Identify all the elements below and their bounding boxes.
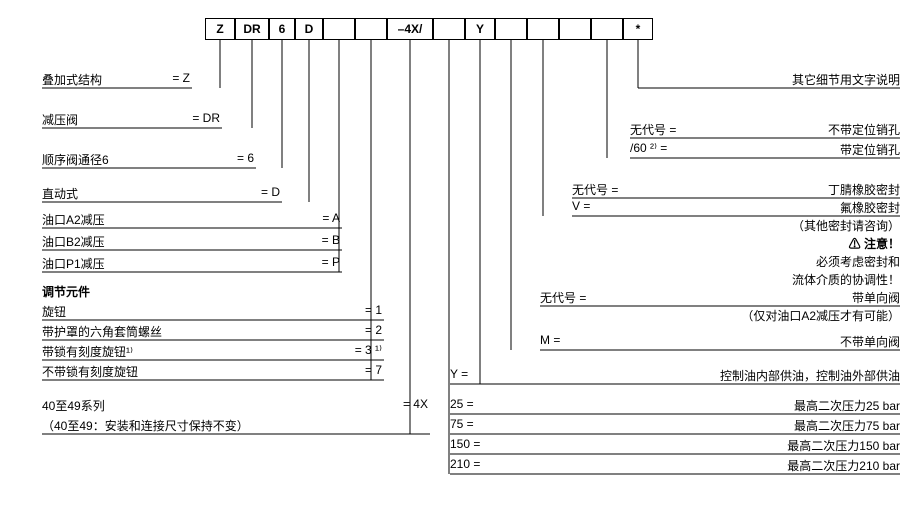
- port-label: 油口A2减压: [42, 211, 105, 228]
- grid-cell-7: [433, 18, 465, 40]
- m-label: （仅对油口A2减压才有可能）: [741, 307, 900, 324]
- m-code: 无代号 =: [540, 289, 586, 306]
- left-code: = Z: [172, 71, 190, 85]
- grid-cell-12: [591, 18, 623, 40]
- seal-label: 氟橡胶密封: [840, 199, 900, 216]
- adjust-code: = 1: [365, 303, 382, 317]
- grid-cell-11: [559, 18, 591, 40]
- seal-code: V =: [572, 199, 590, 213]
- pressure-label: 最高二次压力210 bar: [787, 457, 900, 474]
- grid-cell-0: Z: [205, 18, 235, 40]
- pressure-label: 最高二次压力25 bar: [794, 397, 900, 414]
- grid-cell-8: Y: [465, 18, 495, 40]
- grid-cell-9: [495, 18, 527, 40]
- seal-label: 丁腈橡胶密封: [828, 181, 900, 198]
- pin-code: /60 ²⁾ =: [630, 141, 667, 155]
- pressure-code: 210 =: [450, 457, 480, 471]
- seal-label: 流体介质的协调性！: [792, 271, 900, 288]
- port-code: = A: [322, 211, 340, 225]
- series-code: = 4X: [403, 397, 428, 411]
- y-code: Y =: [450, 367, 468, 381]
- left-label: 直动式: [42, 185, 78, 202]
- adjust-label: 带护罩的六角套筒螺丝: [42, 323, 162, 340]
- grid-cell-10: [527, 18, 559, 40]
- port-label: 油口P1减压: [42, 255, 105, 272]
- star-label: 其它细节用文字说明: [792, 71, 900, 88]
- adjust-code: = 2: [365, 323, 382, 337]
- adjust-label: 带锁有刻度旋钮¹⁾: [42, 343, 133, 360]
- left-code: = DR: [192, 111, 220, 125]
- grid-cell-1: DR: [235, 18, 269, 40]
- pressure-label: 最高二次压力150 bar: [787, 437, 900, 454]
- adjust-code: = 3 ¹⁾: [355, 343, 382, 357]
- grid-cell-13: *: [623, 18, 653, 40]
- seal-label: ⚠ 注意！: [849, 235, 900, 252]
- m-code: M =: [540, 333, 560, 347]
- grid-cell-4: [323, 18, 355, 40]
- grid-cell-2: 6: [269, 18, 295, 40]
- port-code: = B: [322, 233, 340, 247]
- pin-label: 带定位销孔: [840, 141, 900, 158]
- left-label: 叠加式结构: [42, 71, 102, 88]
- grid-cell-6: –4X/: [387, 18, 433, 40]
- adjust-label: 不带锁有刻度旋钮: [42, 363, 138, 380]
- seal-label: （其他密封请咨询）: [792, 217, 900, 234]
- pin-code: 无代号 =: [630, 121, 676, 138]
- grid-cell-3: D: [295, 18, 323, 40]
- pin-label: 不带定位销孔: [828, 121, 900, 138]
- adjust-label: 旋钮: [42, 303, 66, 320]
- adjust-header: 调节元件: [42, 283, 90, 300]
- adjust-code: = 7: [365, 363, 382, 377]
- y-label: 控制油内部供油，控制油外部供油: [720, 367, 900, 384]
- pressure-code: 25 =: [450, 397, 474, 411]
- grid-cell-5: [355, 18, 387, 40]
- port-code: = P: [322, 255, 340, 269]
- pressure-label: 最高二次压力75 bar: [794, 417, 900, 434]
- left-code: = 6: [237, 151, 254, 165]
- seal-code: 无代号 =: [572, 181, 618, 198]
- pressure-code: 75 =: [450, 417, 474, 431]
- left-label: 顺序阀通径6: [42, 151, 109, 168]
- left-code: = D: [261, 185, 280, 199]
- seal-label: 必须考虑密封和: [816, 253, 900, 270]
- port-label: 油口B2减压: [42, 233, 105, 250]
- m-label: 不带单向阀: [840, 333, 900, 350]
- series-sub: （40至49：安装和连接尺寸保持不变）: [42, 417, 249, 434]
- left-label: 减压阀: [42, 111, 78, 128]
- m-label: 带单向阀: [852, 289, 900, 306]
- pressure-code: 150 =: [450, 437, 480, 451]
- series-label: 40至49系列: [42, 397, 105, 414]
